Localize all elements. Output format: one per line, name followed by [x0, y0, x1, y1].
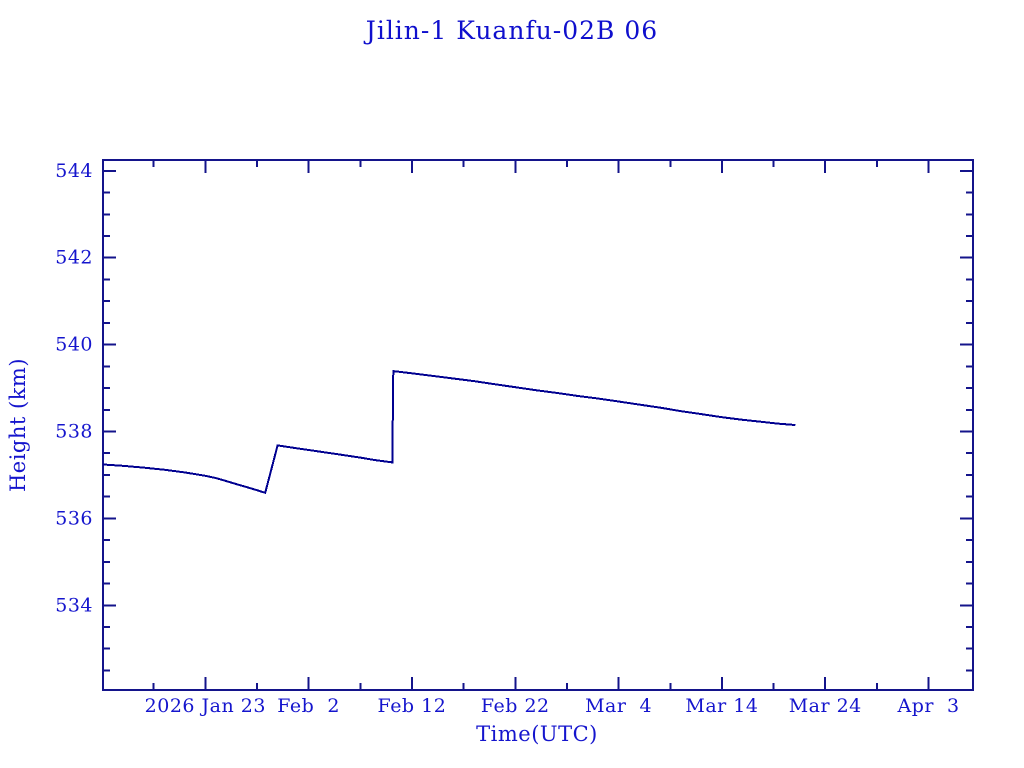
x-tick-label: 2026 Jan 23	[145, 695, 266, 717]
x-tick-label: Feb 22	[481, 695, 550, 717]
plot-border	[102, 159, 974, 691]
x-tick-label: Mar 14	[685, 695, 758, 717]
x-tick-label: Mar 24	[789, 695, 862, 717]
y-tick-label: 544	[55, 160, 93, 182]
y-tick-label: 534	[55, 594, 93, 616]
height-series-line	[102, 369, 796, 495]
y-tick-label: 540	[55, 334, 93, 356]
y-axis-title: Height (km)	[6, 358, 30, 492]
x-tick-label: Mar 4	[585, 695, 652, 717]
y-tick-label: 538	[55, 421, 93, 443]
y-tick-label: 542	[55, 247, 93, 269]
x-axis-title: Time(UTC)	[476, 722, 598, 746]
x-tick-label: Feb 12	[378, 695, 447, 717]
x-tick-label: Feb 2	[277, 695, 340, 717]
y-tick-label: 536	[55, 507, 93, 529]
chart-title: Jilin-1 Kuanfu-02B 06	[365, 16, 659, 45]
x-tick-label: Apr 3	[896, 695, 959, 717]
